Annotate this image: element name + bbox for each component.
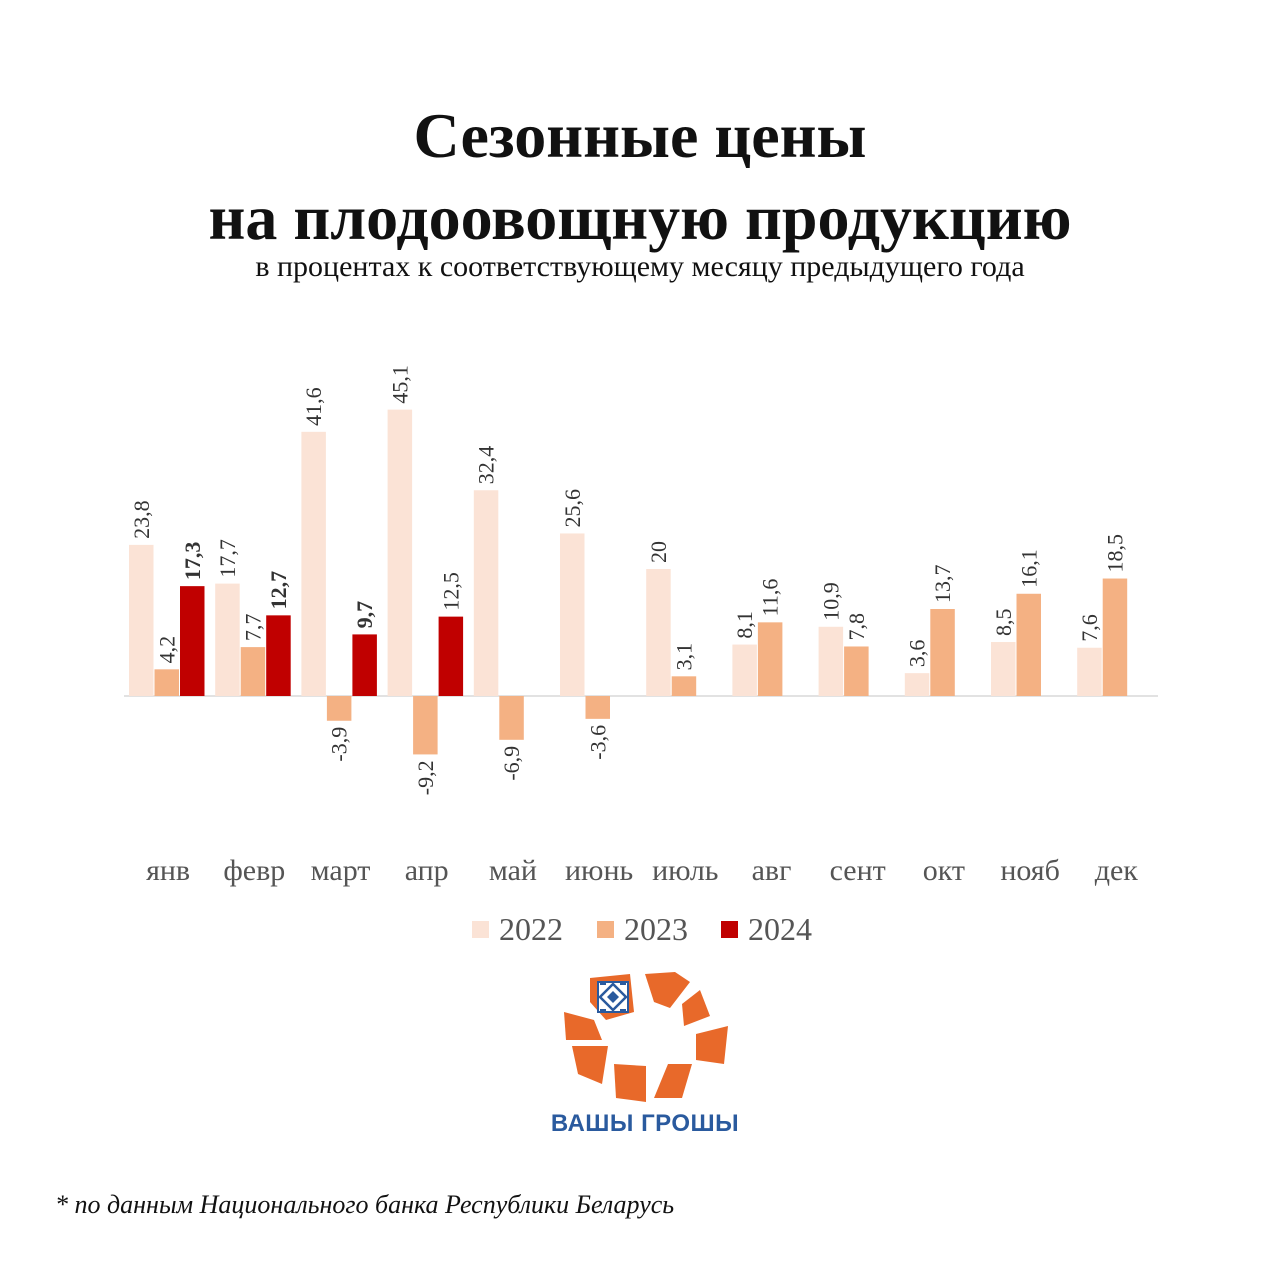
bar-2023-июль xyxy=(671,676,697,696)
x-tick-label-окт: окт xyxy=(923,854,965,887)
data-label-2024-апр: 12,5 xyxy=(438,572,463,611)
logo: ВАШЫ ГРОШЫ xyxy=(550,968,740,1143)
bar-2023-март xyxy=(326,696,352,721)
data-label-2022-дек: 7,6 xyxy=(1077,614,1102,642)
bar-2023-июнь xyxy=(585,696,610,719)
legend-label-2023: 2023 xyxy=(624,911,688,947)
bar-2024-февр xyxy=(266,615,291,696)
legend-swatch-2023 xyxy=(597,921,614,938)
bar-2022-февр xyxy=(215,583,240,696)
data-label-2023-июль: 3,1 xyxy=(671,643,696,671)
logo-icon xyxy=(564,972,728,1102)
data-label-2022-окт: 3,6 xyxy=(905,640,930,668)
data-label-2024-янв: 17,3 xyxy=(180,542,205,581)
bar-2023-сент xyxy=(844,646,869,696)
bar-2022-июнь xyxy=(560,533,585,696)
bar-2023-дек xyxy=(1102,578,1128,696)
bar-2022-май xyxy=(473,490,499,696)
bar-2024-апр xyxy=(438,616,464,696)
bar-2023-апр xyxy=(413,696,438,755)
data-label-2023-янв: 4,2 xyxy=(154,636,179,664)
data-label-2023-май: -6,9 xyxy=(499,746,524,781)
bar-2023-авг xyxy=(757,622,783,696)
bar-2023-янв xyxy=(154,669,179,696)
x-tick-label-сент: сент xyxy=(830,854,886,887)
bar-2023-окт xyxy=(930,609,955,696)
bar-2022-июль xyxy=(646,569,671,696)
chart-title-line2: на плодоовощную продукцию xyxy=(208,182,1072,253)
bar-2023-май xyxy=(499,696,524,740)
bar-2022-окт xyxy=(904,673,930,696)
data-label-2022-нояб: 8,5 xyxy=(991,609,1016,637)
bar-2022-апр xyxy=(387,409,413,696)
footnote: * по данным Национального банка Республи… xyxy=(55,1190,675,1219)
bar-2023-нояб xyxy=(1016,593,1041,696)
data-label-2022-февр: 17,7 xyxy=(215,539,240,578)
bar-2022-янв xyxy=(129,544,154,696)
data-label-2023-нояб: 16,1 xyxy=(1016,549,1041,588)
x-tick-label-февр: февр xyxy=(223,854,285,887)
bar-2022-дек xyxy=(1077,647,1102,696)
data-label-2022-янв: 23,8 xyxy=(129,500,154,539)
logo-text: ВАШЫ ГРОШЫ xyxy=(550,1110,740,1137)
x-tick-label-июнь: июнь xyxy=(565,854,633,887)
x-tick-label-май: май xyxy=(489,854,537,887)
bar-2022-авг xyxy=(732,644,757,696)
bar-2024-март xyxy=(352,634,377,696)
data-label-2022-май: 32,4 xyxy=(474,446,499,485)
legend-swatch-2022 xyxy=(472,921,489,938)
chart-subtitle: в процентах к соответствующему месяцу пр… xyxy=(255,250,1025,283)
bar-2023-февр xyxy=(240,647,266,696)
data-label-2022-сент: 10,9 xyxy=(818,582,843,621)
chart-title-line1: Сезонные цены xyxy=(413,100,867,171)
data-label-2023-апр: -9,2 xyxy=(413,760,438,795)
bar-2022-март xyxy=(301,431,326,696)
data-label-2022-март: 41,6 xyxy=(301,387,326,426)
data-label-2023-дек: 18,5 xyxy=(1102,534,1127,573)
bar-2024-янв xyxy=(180,586,205,696)
data-label-2024-февр: 12,7 xyxy=(266,571,291,610)
x-tick-label-дек: дек xyxy=(1095,854,1139,887)
bar-chart: 23,8 17,7 41,6 45,1 32,4 25,6 20 8,1 10,9 3,6 8,5 7… xyxy=(124,365,1158,947)
x-tick-label-авг: авг xyxy=(752,854,792,887)
x-tick-label-март: март xyxy=(311,854,371,887)
x-tick-label-июль: июль xyxy=(652,854,718,887)
x-tick-label-янв: янв xyxy=(146,854,190,887)
data-label-2022-авг: 8,1 xyxy=(732,611,757,639)
bar-2022-нояб xyxy=(991,642,1016,696)
data-label-2022-июнь: 25,6 xyxy=(560,489,585,528)
x-tick-label-апр: апр xyxy=(405,854,449,887)
legend-swatch-2024 xyxy=(721,921,738,938)
data-label-2023-окт: 13,7 xyxy=(930,565,955,604)
legend-label-2022: 2022 xyxy=(499,911,563,947)
data-label-2024-март: 9,7 xyxy=(352,601,377,629)
legend-label-2024: 2024 xyxy=(748,911,812,947)
bar-2022-сент xyxy=(818,626,844,696)
x-tick-label-нояб: нояб xyxy=(1000,854,1060,887)
data-label-2023-авг: 11,6 xyxy=(758,579,783,617)
data-label-2022-апр: 45,1 xyxy=(387,365,412,404)
data-label-2023-июнь: -3,6 xyxy=(585,725,610,760)
data-label-2023-сент: 7,8 xyxy=(844,613,869,641)
data-label-2023-март: -3,9 xyxy=(327,727,352,762)
data-label-2022-июль: 20 xyxy=(646,541,671,563)
data-label-2023-февр: 7,7 xyxy=(240,614,265,642)
